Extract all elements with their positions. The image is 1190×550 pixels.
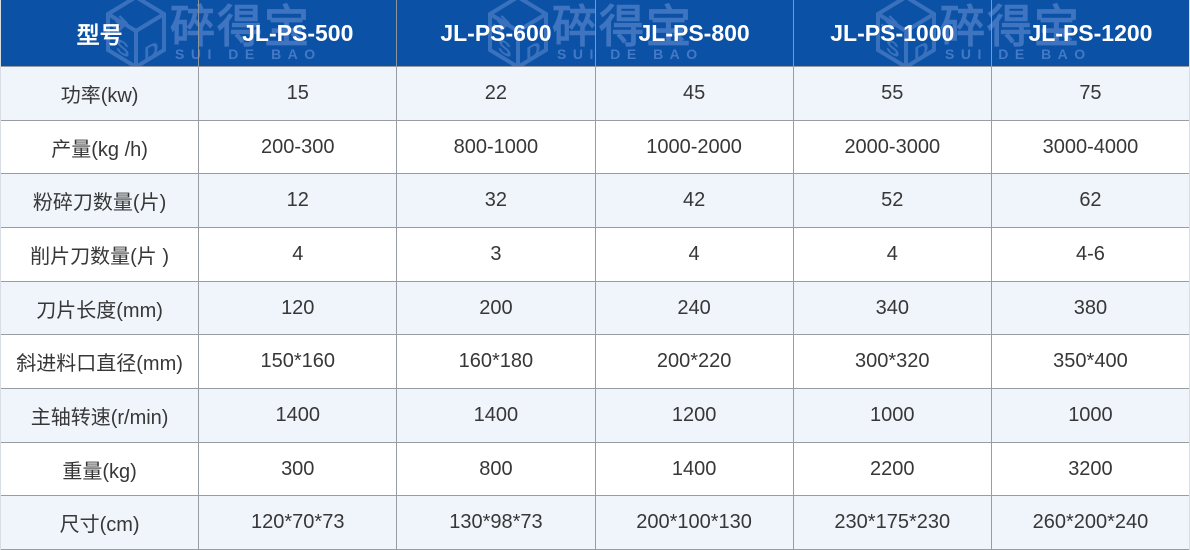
spec-row: 产量(kg /h) 200-300 800-1000 1000-2000 2000-30…: [1, 120, 1189, 175]
spec-label: 粉碎刀数量(片): [1, 174, 200, 228]
spec-value: 15: [199, 67, 398, 120]
spec-label: 重量(kg): [1, 442, 200, 496]
spec-value: 380: [1073, 296, 1108, 319]
spec-value: 340: [794, 281, 992, 335]
spec-value: 4: [596, 228, 794, 281]
spec-value: 4: [794, 228, 992, 281]
spec-value: 800: [397, 442, 596, 496]
spec-value: 160*180: [397, 335, 596, 389]
spec-value: 52: [794, 174, 992, 228]
spec-value: 240: [596, 281, 794, 335]
spec-value: 150*160: [199, 335, 398, 389]
spec-value: 55: [794, 67, 992, 120]
spec-row: 削片刀数量(片 ) 4 3 4 4 4-6: [1, 228, 1189, 282]
spec-value: 200: [397, 281, 596, 335]
spec-row: 功率(kw) 15 22 45 55 75: [1, 67, 1189, 121]
spec-label: 功率(kw): [1, 67, 200, 120]
spec-value: 62: [1079, 189, 1102, 212]
spec-value: 1000: [1068, 403, 1113, 426]
spec-value: 200*100*130: [596, 496, 794, 550]
spec-value: 1400: [596, 442, 794, 496]
spec-value: 200-300: [199, 120, 398, 174]
spec-value: 1400: [199, 389, 398, 442]
spec-label: 削片刀数量(片 ): [1, 228, 200, 281]
spec-value: 300*320: [794, 335, 992, 389]
spec-value: 120*70*73: [199, 496, 398, 550]
spec-row: 刀片长度(mm) 120 200 240 340 380: [1, 281, 1189, 336]
header-row: E S D 碎得宝 SUI DE BAO E S D 碎得宝 SUI DE BAO E S D 碎得宝 SU…: [1, 0, 1189, 66]
spec-value: 120: [199, 281, 398, 335]
spec-value: 42: [596, 174, 794, 228]
spec-row: 斜进料口直径(mm) 150*160 160*180 200*220 300*320 35…: [1, 335, 1189, 390]
spec-value: 800-1000: [397, 120, 596, 174]
spec-label: 斜进料口直径(mm): [1, 335, 200, 389]
spec-value: 1200: [596, 389, 794, 442]
spec-value: 4: [199, 228, 398, 281]
spec-value: 3200: [1068, 457, 1113, 480]
spec-label: 尺寸(cm): [1, 496, 200, 550]
column-header-jl-ps-500: JL-PS-500: [199, 0, 398, 66]
spec-value: 260*200*240: [1032, 511, 1149, 534]
spec-value: 4-6: [1075, 242, 1105, 265]
spec-value: 350*400: [1053, 350, 1128, 373]
spec-label: 刀片长度(mm): [1, 281, 200, 335]
column-header-jl-ps-800: JL-PS-800: [596, 0, 794, 66]
spec-value: 2200: [794, 442, 992, 496]
spec-row: 主轴转速(r/min) 1400 1400 1200 1000 1000: [1, 389, 1189, 443]
column-header-jl-ps-1000: JL-PS-1000: [794, 0, 992, 66]
column-header-model: 型号: [1, 0, 200, 66]
spec-value: 2000-3000: [794, 120, 992, 174]
spec-value: 300: [199, 442, 398, 496]
spec-value: 230*175*230: [794, 496, 992, 550]
spec-value: 45: [596, 67, 794, 120]
column-header-jl-ps-1200: JL-PS-1200: [1028, 19, 1153, 46]
spec-value: 3: [397, 228, 596, 281]
spec-value: 200*220: [596, 335, 794, 389]
spec-rows: 功率(kw) 15 22 45 55 75 产量(kg /h) 200-300 800-1000…: [1, 66, 1189, 550]
spec-value: 12: [199, 174, 398, 228]
spec-row: 尺寸(cm) 120*70*73 130*98*73 200*100*130 230*1…: [1, 496, 1189, 550]
spec-value: 1400: [397, 389, 596, 442]
spec-value: 75: [1079, 81, 1102, 104]
spec-label: 主轴转速(r/min): [1, 389, 200, 442]
spec-value: 130*98*73: [397, 496, 596, 550]
spec-value: 1000: [794, 389, 992, 442]
spec-label: 产量(kg /h): [1, 120, 200, 174]
column-header-jl-ps-600: JL-PS-600: [397, 0, 596, 66]
spec-value: 3000-4000: [1042, 135, 1139, 158]
spec-value: 1000-2000: [596, 120, 794, 174]
spec-row: 重量(kg) 300 800 1400 2200 3200: [1, 442, 1189, 497]
spec-value: 22: [397, 67, 596, 120]
spec-value: 32: [397, 174, 596, 228]
spec-row: 粉碎刀数量(片) 12 32 42 52 62: [1, 174, 1189, 229]
